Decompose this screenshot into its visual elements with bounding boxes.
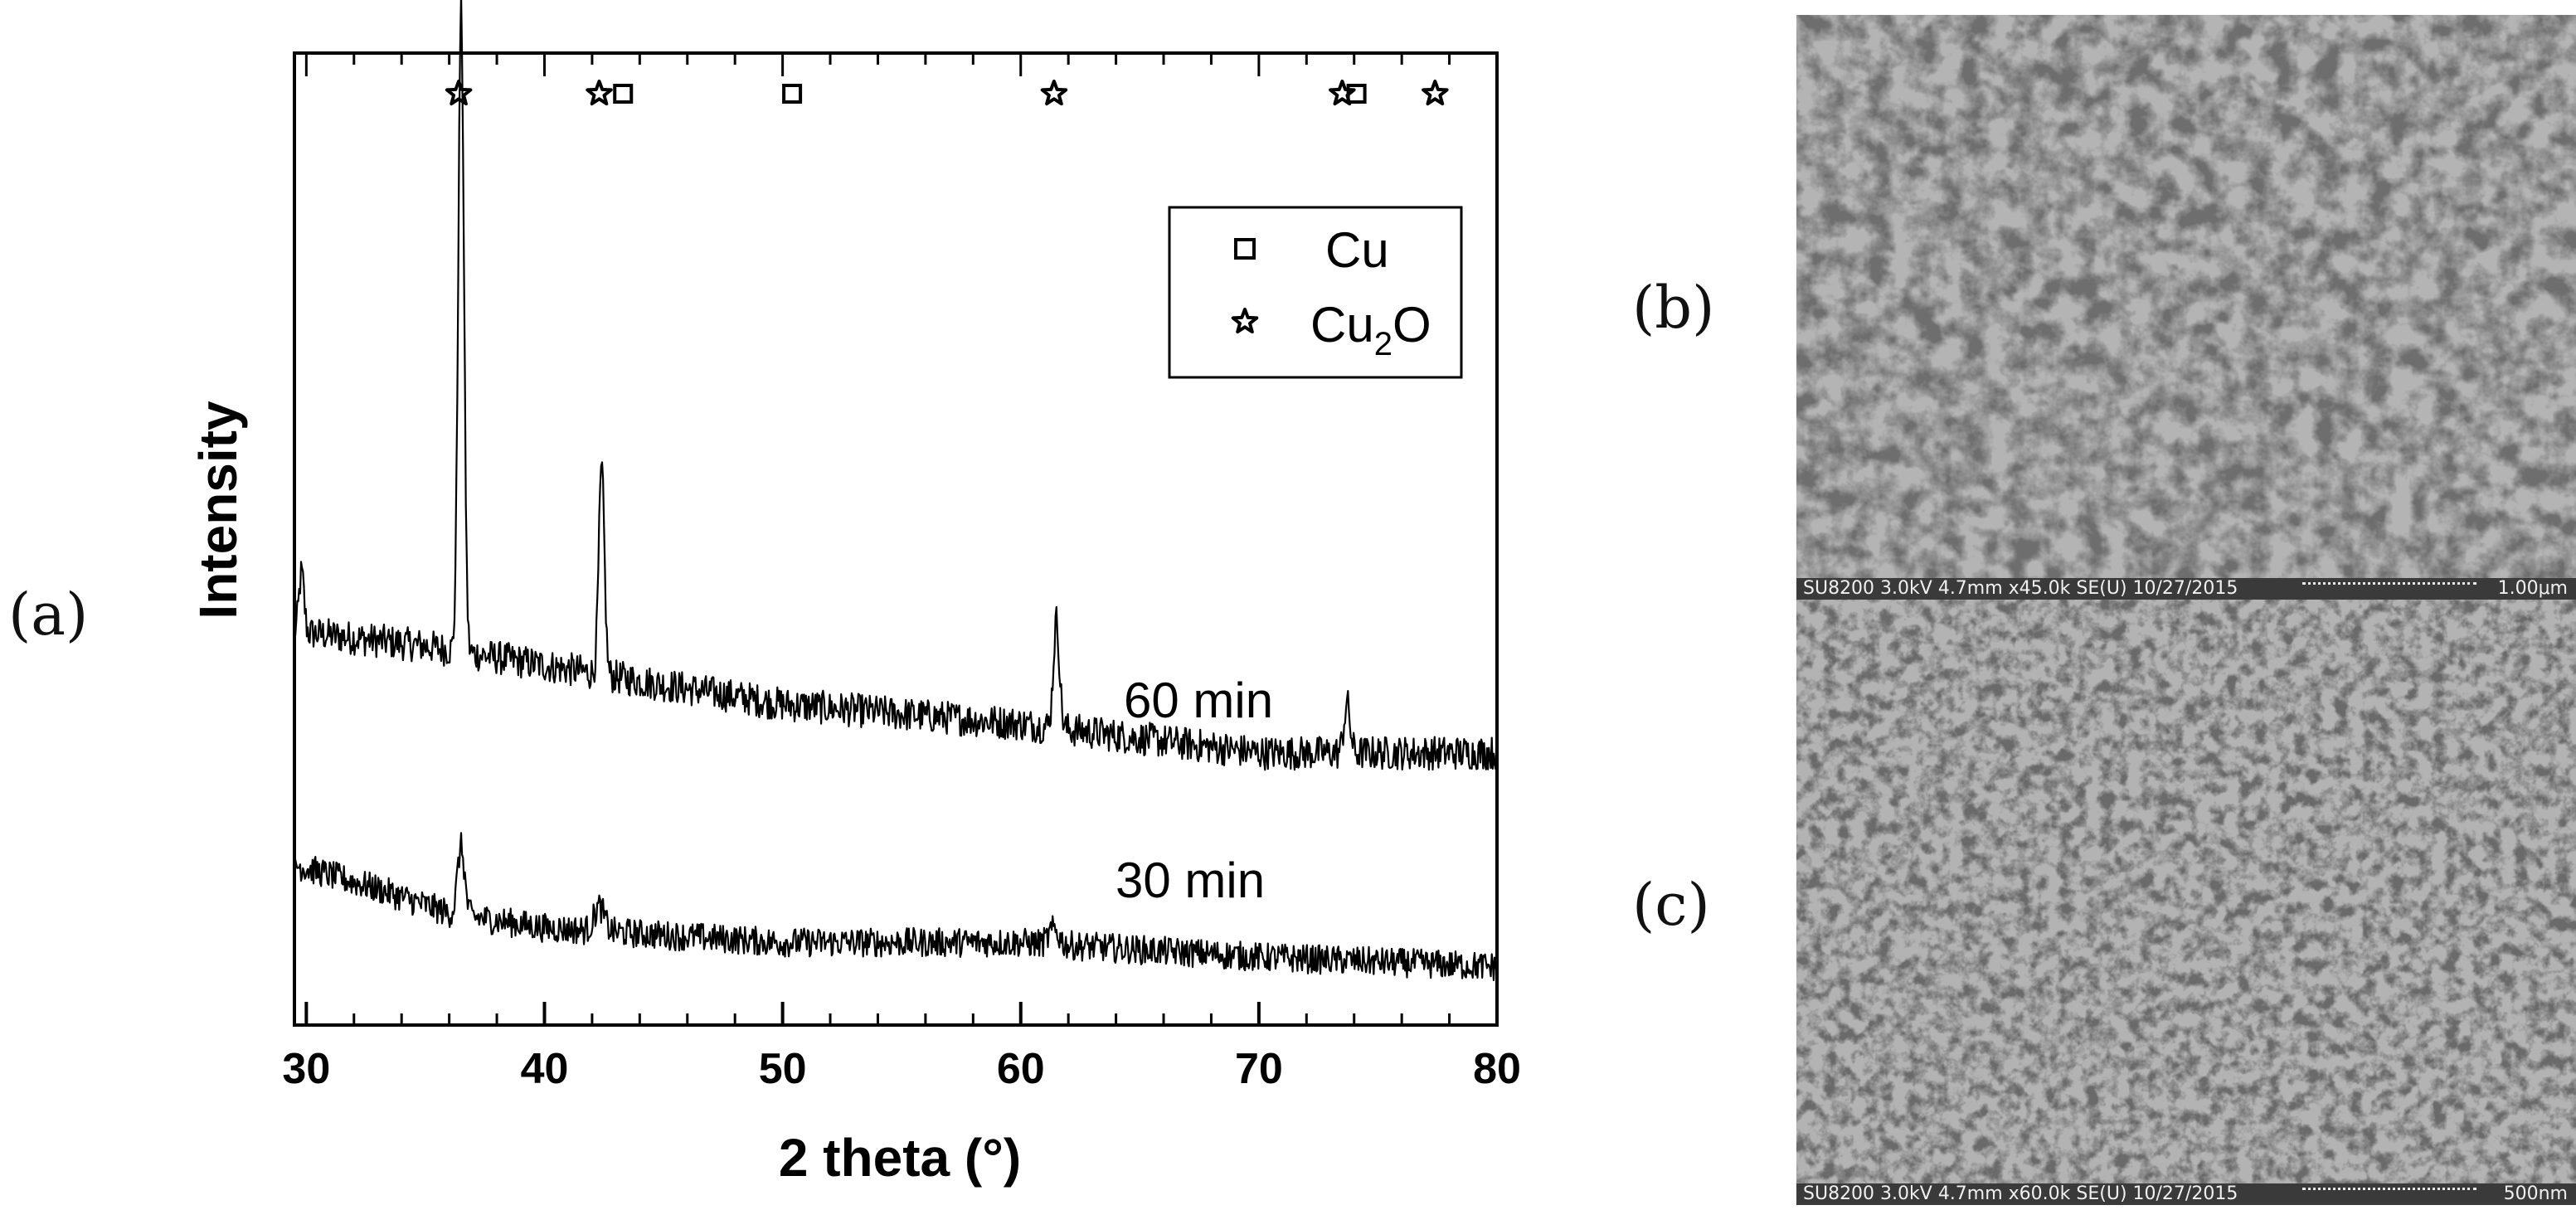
sem-info-bar-c: SU8200 3.0kV 4.7mm x60.0k SE(U) 10/27/20… xyxy=(1796,1183,2576,1205)
legend-star-marker xyxy=(1231,308,1259,334)
sem-scale-text-c: 500nm xyxy=(2503,1183,2568,1204)
x-axis: 30 40 50 60 70 80 xyxy=(282,1002,1521,1093)
x-axis-label: 2 theta (°) xyxy=(779,1128,1021,1188)
sem-info-bar-b: SU8200 3.0kV 4.7mm x45.0k SE(U) 10/27/20… xyxy=(1796,578,2576,600)
legend-cu-label: Cu xyxy=(1325,222,1389,278)
x-tick-label: 70 xyxy=(1235,1045,1283,1093)
legend-square-marker xyxy=(1234,238,1256,260)
sem-texture-b xyxy=(1796,15,2576,600)
xrd-chart: 30 40 50 60 70 80 Intensity 2 theta (°) Cu Cu… xyxy=(188,0,1521,1188)
cu2o-star-marker xyxy=(586,80,613,106)
panel-label-c: (c) xyxy=(1632,871,1710,939)
plot-frame xyxy=(293,51,1499,1027)
legend-star-shape xyxy=(1231,308,1259,334)
x-tick-label: 50 xyxy=(759,1045,807,1093)
legend: Cu Cu2O xyxy=(1168,206,1463,379)
sem-texture-c xyxy=(1796,600,2576,1205)
scale-bar-c xyxy=(2302,1188,2476,1193)
y-axis-label: Intensity xyxy=(188,401,248,620)
x-tick-label: 60 xyxy=(997,1045,1045,1093)
cu2o-star-marker xyxy=(1329,80,1356,106)
x-tick-label: 40 xyxy=(521,1045,569,1093)
series-layer xyxy=(293,0,1498,982)
series-line-60min xyxy=(293,0,1498,771)
cu-square-marker xyxy=(1346,84,1367,104)
sem-info-text-c: SU8200 3.0kV 4.7mm x60.0k SE(U) 10/27/20… xyxy=(1803,1183,2238,1204)
reference-markers xyxy=(445,80,1449,106)
x-tick-label: 30 xyxy=(282,1045,330,1093)
sem-scale-text-b: 1.00μm xyxy=(2497,578,2568,599)
sem-info-text-b: SU8200 3.0kV 4.7mm x45.0k SE(U) 10/27/20… xyxy=(1803,578,2238,599)
cu2o-star-marker xyxy=(1040,80,1068,106)
x-tick-label: 80 xyxy=(1473,1045,1521,1093)
series-label-30min: 30 min xyxy=(1115,853,1265,908)
sem-image-c: SU8200 3.0kV 4.7mm x60.0k SE(U) 10/27/20… xyxy=(1796,600,2576,1205)
cu2o-star-marker xyxy=(1422,80,1449,106)
series-line-30min xyxy=(293,832,1498,982)
panel-label-a: (a) xyxy=(8,581,89,649)
top-axis-ticks xyxy=(304,53,1499,76)
legend-box xyxy=(1168,206,1463,379)
cu-square-marker xyxy=(613,84,634,104)
panel-label-b: (b) xyxy=(1632,274,1715,342)
sem-image-b: SU8200 3.0kV 4.7mm x45.0k SE(U) 10/27/20… xyxy=(1796,15,2576,600)
series-label-60min: 60 min xyxy=(1124,673,1273,728)
cu-square-marker xyxy=(782,84,803,104)
scale-bar-b xyxy=(2302,582,2476,587)
legend-cu2o-label: Cu2O xyxy=(1310,297,1431,362)
